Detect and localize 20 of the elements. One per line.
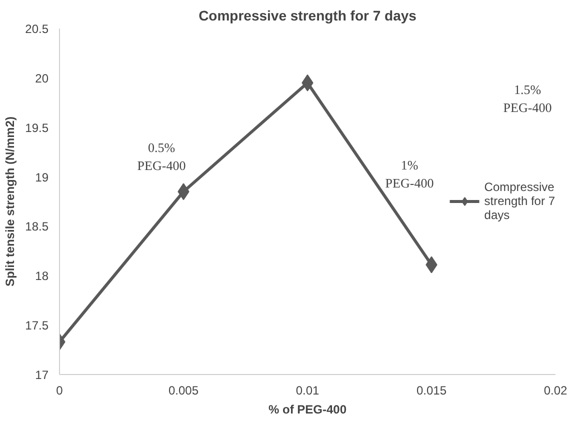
x-tick-label: 0.02 <box>544 384 568 398</box>
y-tick-label: 20.5 <box>25 22 49 36</box>
legend-label: Compressive strength for 7 days <box>484 180 555 222</box>
annotation: 0.5% PEG-400 <box>137 140 186 174</box>
annotation: 1% PEG-400 <box>385 157 434 190</box>
x-tick-label: 0.01 <box>296 384 320 398</box>
y-tick-label: 17.5 <box>25 318 49 333</box>
y-tick-label: 19 <box>35 170 49 184</box>
annotation: 1.5% PEG-400 <box>503 82 552 115</box>
y-tick-label: 20 <box>35 71 49 86</box>
chart-title: Compressive strength for 7 days <box>198 8 417 24</box>
y-tick-label: 17 <box>35 368 49 382</box>
x-tick-label: 0.005 <box>168 384 199 398</box>
y-tick-label: 18.5 <box>25 220 49 234</box>
y-tick-label: 18 <box>35 269 49 284</box>
y-axis-title: Split tensile strength (N/mm2) <box>3 116 18 287</box>
x-tick-label: 0 <box>56 384 64 398</box>
y-tick-label: 19.5 <box>25 120 49 135</box>
x-tick-label: 0.015 <box>416 384 447 398</box>
x-axis-title: % of PEG-400 <box>268 402 347 416</box>
